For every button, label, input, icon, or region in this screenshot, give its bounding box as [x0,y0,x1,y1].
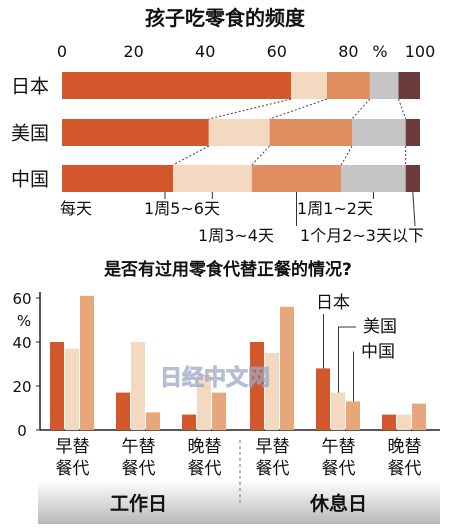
chart2-legend-label: 日本 [316,293,350,313]
chart1-category-label: 日本 [11,76,49,98]
chart1-bar-segment [62,72,292,99]
chart1-x-tick-label: 0 [57,42,67,61]
chart2-category-label: 早替 [56,437,90,457]
chart1-legend-label: 1周3~4天 [198,226,274,245]
chart2-legend-label: 美国 [363,317,397,337]
chart2-bar [331,392,345,430]
chart1-category-label: 中国 [11,169,49,191]
chart1-bar-segment [369,72,399,99]
chart2-bar [50,342,64,430]
chart1-unit: % [372,42,387,61]
chart1-legend-label: 1周5~6天 [144,199,220,218]
chart2-category-label-line2: 餐代 [388,459,422,479]
chart2-title: 是否有过用零食代替正餐的情况? [104,259,352,280]
chart1-bar-segment [62,119,209,146]
chart2-bar [116,392,130,430]
chart2-category-label-line2: 餐代 [256,459,290,479]
chart2-legend-leader [353,351,354,402]
chart2-legend-label: 中国 [361,342,395,362]
chart2-group-label: 工作日 [110,492,167,515]
chart1-legend-leader [412,191,416,227]
chart2-bar [316,368,330,430]
chart1-connector-line [208,98,292,120]
chart1-legend-label: 1周1~2天 [297,199,373,218]
chart1-bar-segment [291,72,327,99]
chart2-category-label: 晚替 [388,437,422,457]
chart1-connector-line [398,98,407,120]
chart2-bar [382,414,396,430]
chart1-bar-segment [398,72,420,99]
chart2-bar [397,414,411,430]
chart2-y-tick-label: 0 [17,422,27,440]
chart2-legend-leader [338,326,356,393]
chart2-bar [131,342,145,430]
chart2-bars [50,295,426,430]
chart2-bar [80,295,94,430]
chart2-bar [346,401,360,430]
chart1-bar-segment [62,165,173,192]
chart1-category-label: 美国 [11,123,49,145]
chart1-bar-segment [251,165,342,192]
chart2-y-tick-label: 40 [12,334,31,352]
chart1-connector-line [251,145,271,166]
chart2-group-label: 休息日 [309,492,367,515]
chart1-legend: 每天 1周5~6天 1周3~4天 1周1~2天 1个月2~3天以下 [60,191,424,245]
chart2-category-label-line2: 餐代 [322,459,356,479]
chart1-x-tick-label: 80 [338,42,358,61]
chart1-connector-line [351,98,371,120]
chart2-axes [39,292,440,505]
chart1-x-tick-label: 20 [123,42,143,61]
chart1-bar-segment [269,119,352,146]
chart1-title: 孩子吃零食的频度 [145,6,306,30]
chart1-x-tick-label: 60 [267,42,287,61]
chart2-y-ticks: 0 20 40 60 [12,290,40,440]
chart1-x-tick-label: 40 [195,42,215,61]
chart1-bar-segment [405,119,420,146]
chart2-y-tick-label: 20 [12,378,31,396]
chart2-category-label: 午替 [322,437,356,457]
chart1-bar-segment [326,72,370,99]
chart1-bar-segment [405,165,420,192]
chart2-bar [412,403,426,430]
chart2-bar [182,414,196,430]
chart2-category-label-line2: 餐代 [122,459,156,479]
chart1-x-ticks: 0 20 40 60 80 100 [57,42,435,61]
chart2-category-label-line2: 餐代 [56,459,90,479]
chart2-category-label: 午替 [122,437,156,457]
chart2-bar [250,342,264,430]
chart2-bar [265,353,279,430]
chart1-legend-label: 1个月2~3天以下 [300,226,424,245]
chart1-bar-segment [351,119,406,146]
chart1-bars [62,72,420,192]
chart1-connector-line [340,145,353,166]
chart2-unit: % [17,312,31,330]
chart2-category-label-line2: 餐代 [188,459,222,479]
chart1-connector-lines [172,98,407,166]
watermark: 日经中文网 [160,365,270,391]
chart2-category-label: 晚替 [188,437,222,457]
chart1-bar-segment [172,165,252,192]
chart1-bar-segment [341,165,406,192]
chart2-bar [65,348,79,430]
chart2-footer-strip [38,480,440,524]
chart2-bar [197,375,211,430]
chart1-x-tick-label: 100 [405,42,436,61]
chart2-bar [212,392,226,430]
chart1-legend-label: 每天 [60,199,92,218]
chart1-bar-segment [208,119,270,146]
chart2-category-label: 早替 [256,437,290,457]
chart2-groups: 工作日 休息日 [110,492,367,515]
chart2-bar [280,306,294,430]
chart2-y-tick-label: 60 [12,290,31,308]
chart2-bar [146,412,160,430]
chart1-connector-line [172,145,210,166]
